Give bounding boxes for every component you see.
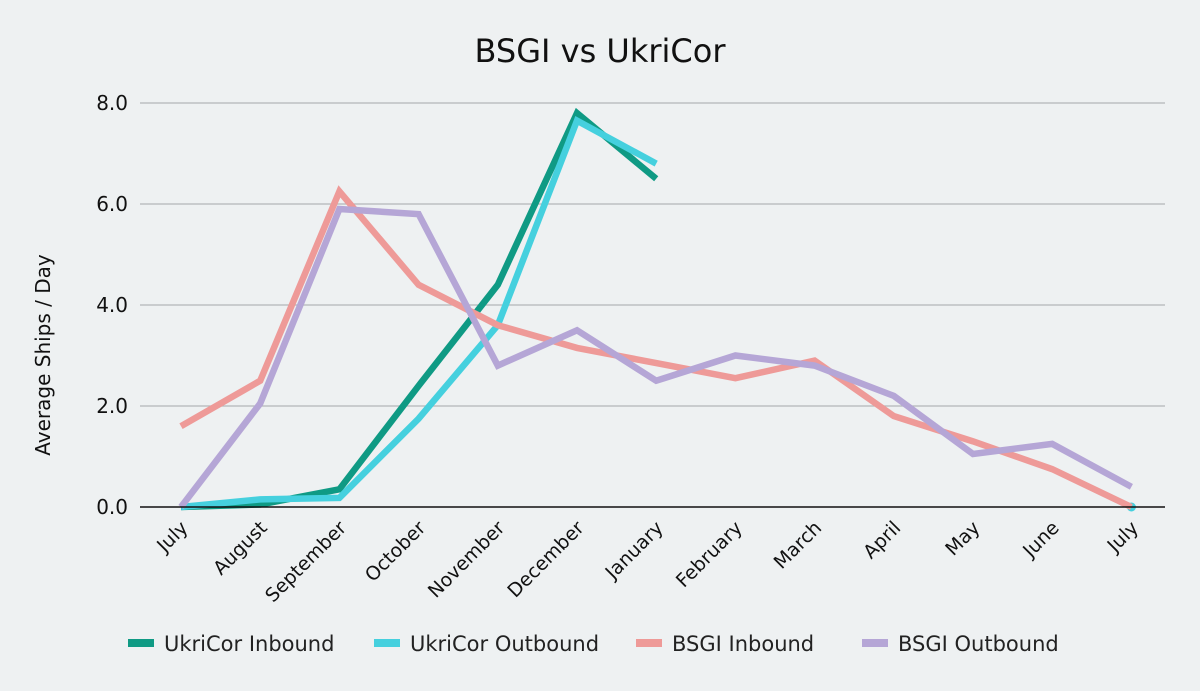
- x-tick-label: July: [1103, 517, 1143, 557]
- bsgi-outbound-line: [178, 205, 1133, 509]
- x-tick-label: July: [152, 517, 192, 557]
- legend-item-bsgi-inbound[interactable]: BSGI Inbound: [636, 632, 814, 656]
- legend-item-bsgi-outbound[interactable]: BSGI Outbound: [862, 632, 1059, 656]
- x-tick-label: September: [261, 517, 351, 607]
- y-tick-label: 0.0: [96, 495, 128, 519]
- y-tick-label: 2.0: [96, 394, 128, 418]
- y-tick-label: 6.0: [96, 192, 128, 216]
- legend-label: BSGI Outbound: [898, 632, 1059, 656]
- x-tick-label: April: [859, 517, 905, 563]
- legend: UkriCor Inbound UkriCor Outbound BSGI Inbo…: [128, 632, 1059, 656]
- legend-swatch: [862, 639, 888, 647]
- y-tick-label: 8.0: [96, 91, 128, 115]
- x-tick-label: March: [770, 517, 827, 574]
- y-tick-label: 4.0: [96, 293, 128, 317]
- ukricor-inbound-line: [180, 107, 659, 511]
- gridlines: [140, 102, 1165, 407]
- y-axis-label: Average Ships / Day: [31, 254, 55, 456]
- x-tick-label: November: [424, 517, 510, 603]
- y-axis-ticks: 0.0 2.0 4.0 6.0 8.0: [96, 91, 128, 519]
- legend-item-ukricor-inbound[interactable]: UkriCor Inbound: [128, 632, 334, 656]
- legend-item-ukricor-outbound[interactable]: UkriCor Outbound: [374, 632, 599, 656]
- legend-swatch: [374, 639, 400, 647]
- x-tick-label: May: [941, 517, 984, 560]
- legend-label: UkriCor Outbound: [410, 632, 599, 656]
- legend-label: BSGI Inbound: [672, 632, 814, 656]
- legend-swatch: [636, 639, 662, 647]
- legend-label: UkriCor Inbound: [164, 632, 334, 656]
- series-lines: [178, 107, 1136, 512]
- x-tick-label: June: [1018, 517, 1064, 563]
- x-tick-label: October: [361, 517, 430, 586]
- ukricor-outbound-line: [180, 116, 658, 511]
- bsgi-inbound-line: [179, 185, 1133, 510]
- x-tick-label: August: [209, 517, 272, 580]
- x-tick-label: December: [503, 517, 588, 602]
- x-tick-label: February: [672, 517, 747, 592]
- x-tick-label: January: [601, 517, 668, 584]
- chart-title: BSGI vs UkriCor: [475, 32, 727, 70]
- legend-swatch: [128, 639, 154, 647]
